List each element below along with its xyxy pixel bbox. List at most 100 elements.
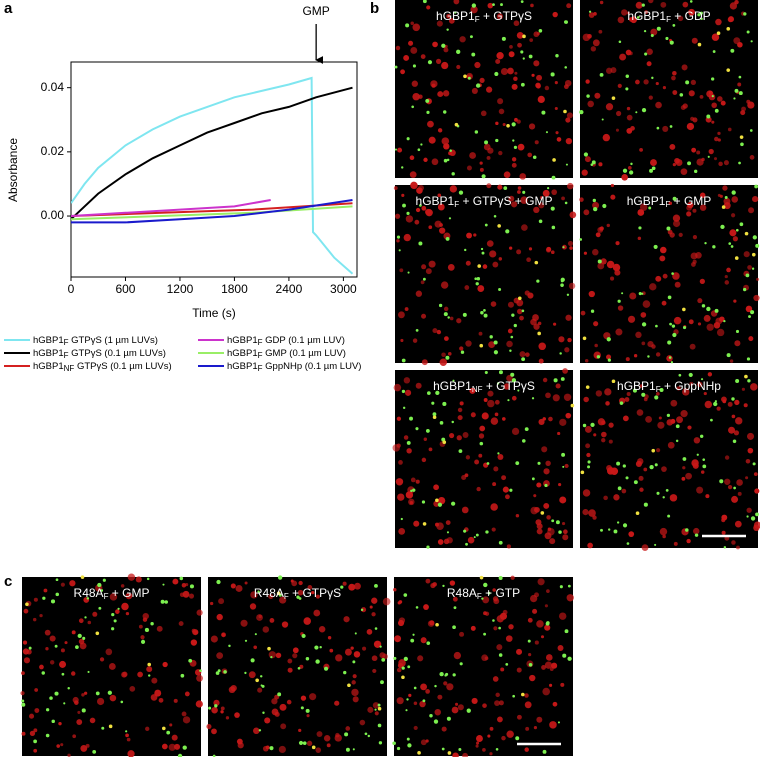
speckle — [437, 496, 446, 505]
speckle — [701, 304, 706, 308]
speckle — [458, 747, 462, 751]
speckle — [240, 619, 248, 627]
speckle — [536, 523, 543, 530]
speckle — [690, 252, 698, 260]
speckle — [253, 727, 260, 735]
speckle — [412, 23, 421, 32]
label: hGBP1NF + GTPγS — [433, 379, 535, 394]
speckle — [686, 122, 695, 131]
speckle — [605, 401, 610, 406]
label-subscript: F — [64, 338, 69, 347]
speckle — [262, 711, 265, 714]
speckle — [467, 536, 475, 544]
speckle — [326, 743, 331, 748]
speckle — [59, 660, 67, 668]
speckle — [496, 615, 504, 623]
speckle — [453, 651, 462, 660]
speckle — [182, 590, 190, 598]
speckle — [397, 662, 404, 669]
speckle — [64, 641, 68, 645]
speckle — [528, 653, 532, 657]
speckle — [489, 726, 494, 731]
speckle — [405, 491, 414, 499]
speckle — [536, 32, 540, 36]
label: hGBP1F GTPγS (0.1 µm LUVs) — [33, 348, 166, 361]
speckle — [755, 243, 760, 248]
speckle — [704, 242, 707, 245]
speckle — [352, 660, 356, 664]
label-tail: + GMP — [108, 586, 149, 600]
speckle — [717, 96, 723, 102]
speckle — [21, 702, 26, 707]
speckle — [492, 619, 495, 622]
speckle — [374, 583, 378, 588]
speckle — [592, 201, 600, 209]
speckle — [612, 263, 621, 272]
speckle — [125, 730, 128, 733]
speckle — [86, 597, 90, 600]
speckle — [87, 670, 90, 674]
speckle — [267, 646, 271, 651]
speckle — [401, 675, 405, 680]
speckle — [418, 94, 423, 99]
speckle — [509, 44, 513, 49]
speckle — [731, 495, 739, 503]
label-tail: GTPγS (0.1 µm LUVs) — [69, 348, 166, 359]
speckle — [666, 413, 671, 418]
speckle — [380, 680, 384, 685]
label: hGBP1F GDP (0.1 µm LUV) — [227, 335, 345, 348]
speckle — [638, 475, 644, 481]
speckle — [726, 68, 731, 72]
speckle — [719, 194, 723, 198]
speckle — [739, 222, 744, 227]
speckle — [127, 573, 136, 581]
speckle — [648, 0, 654, 4]
speckle — [669, 494, 678, 502]
speckle — [608, 439, 613, 444]
speckle — [731, 540, 736, 545]
speckle — [656, 26, 661, 31]
speckle — [691, 459, 699, 467]
speckle — [55, 592, 60, 597]
speckle — [89, 717, 96, 724]
speckle — [501, 735, 506, 741]
speckle — [567, 584, 571, 588]
speckle — [156, 625, 163, 632]
micrograph — [20, 573, 203, 757]
speckle — [271, 698, 278, 705]
speckle — [492, 676, 499, 682]
speckle — [211, 706, 218, 714]
speckle — [566, 293, 570, 296]
speckle — [535, 83, 541, 89]
speckle — [179, 576, 184, 581]
speckle — [751, 252, 756, 257]
speckle — [196, 609, 203, 616]
speckle — [427, 391, 431, 395]
label: R48AF + GTPγS — [254, 586, 341, 601]
y-tick-label: 0.04 — [41, 80, 65, 94]
speckle — [354, 632, 357, 635]
speckle — [432, 41, 438, 48]
label-text: hGBP1 — [227, 335, 258, 346]
speckle — [78, 618, 84, 624]
speckle — [298, 580, 303, 586]
speckle — [561, 521, 566, 526]
speckle — [437, 539, 444, 545]
speckle — [481, 597, 484, 600]
speckle — [599, 72, 604, 77]
speckle — [480, 110, 487, 117]
speckle — [527, 152, 533, 158]
speckle — [352, 748, 355, 751]
speckle — [360, 608, 364, 612]
speckle — [583, 209, 590, 216]
speckle — [597, 418, 606, 426]
speckle — [517, 186, 522, 190]
speckle — [706, 306, 711, 312]
speckle — [672, 332, 677, 338]
speckle — [345, 726, 351, 731]
speckle — [429, 713, 433, 718]
speckle — [371, 655, 378, 662]
speckle — [594, 92, 601, 99]
speckle — [704, 400, 713, 409]
speckle — [592, 248, 599, 256]
